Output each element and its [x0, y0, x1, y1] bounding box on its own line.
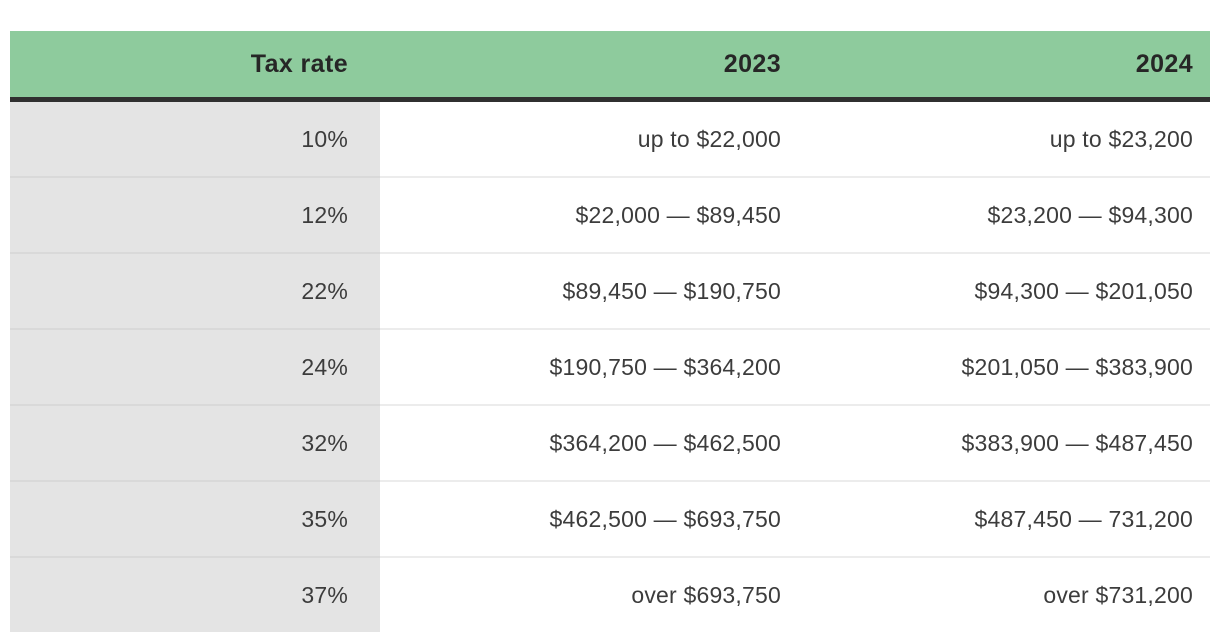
tax-brackets-table: Tax rate 2023 2024 10% up to $22,000 up … — [10, 31, 1210, 632]
tax-rate-cell: 35% — [10, 480, 380, 557]
bracket-2024-cell: $201,050 — $383,900 — [798, 328, 1210, 405]
tax-rate-cell: 12% — [10, 176, 380, 253]
column-header-2024: 2024 — [798, 31, 1210, 102]
table-row: 24% $190,750 — $364,200 $201,050 — $383,… — [10, 328, 1210, 405]
column-header-tax-rate: Tax rate — [10, 31, 380, 102]
bracket-2024-cell: up to $23,200 — [798, 99, 1210, 177]
table-row: 10% up to $22,000 up to $23,200 — [10, 99, 1210, 177]
bracket-2023-cell: $462,500 — $693,750 — [380, 480, 798, 557]
bracket-2023-cell: over $693,750 — [380, 556, 798, 632]
tax-rate-cell: 10% — [10, 99, 380, 177]
column-header-2023: 2023 — [380, 31, 798, 102]
tax-rate-cell: 37% — [10, 556, 380, 632]
bracket-2024-cell: $487,450 — 731,200 — [798, 480, 1210, 557]
table-header-row: Tax rate 2023 2024 — [10, 31, 1210, 102]
table-row: 12% $22,000 — $89,450 $23,200 — $94,300 — [10, 176, 1210, 253]
tax-rate-cell: 32% — [10, 404, 380, 481]
table-row: 35% $462,500 — $693,750 $487,450 — 731,2… — [10, 480, 1210, 557]
bracket-2024-cell: $23,200 — $94,300 — [798, 176, 1210, 253]
bracket-2023-cell: $22,000 — $89,450 — [380, 176, 798, 253]
table-row: 37% over $693,750 over $731,200 — [10, 556, 1210, 632]
tax-rate-cell: 22% — [10, 252, 380, 329]
bracket-2024-cell: over $731,200 — [798, 556, 1210, 632]
bracket-2023-cell: $89,450 — $190,750 — [380, 252, 798, 329]
bracket-2023-cell: $190,750 — $364,200 — [380, 328, 798, 405]
tax-rate-cell: 24% — [10, 328, 380, 405]
table-row: 32% $364,200 — $462,500 $383,900 — $487,… — [10, 404, 1210, 481]
bracket-2024-cell: $383,900 — $487,450 — [798, 404, 1210, 481]
bracket-2024-cell: $94,300 — $201,050 — [798, 252, 1210, 329]
table-row: 22% $89,450 — $190,750 $94,300 — $201,05… — [10, 252, 1210, 329]
bracket-2023-cell: up to $22,000 — [380, 99, 798, 177]
bracket-2023-cell: $364,200 — $462,500 — [380, 404, 798, 481]
